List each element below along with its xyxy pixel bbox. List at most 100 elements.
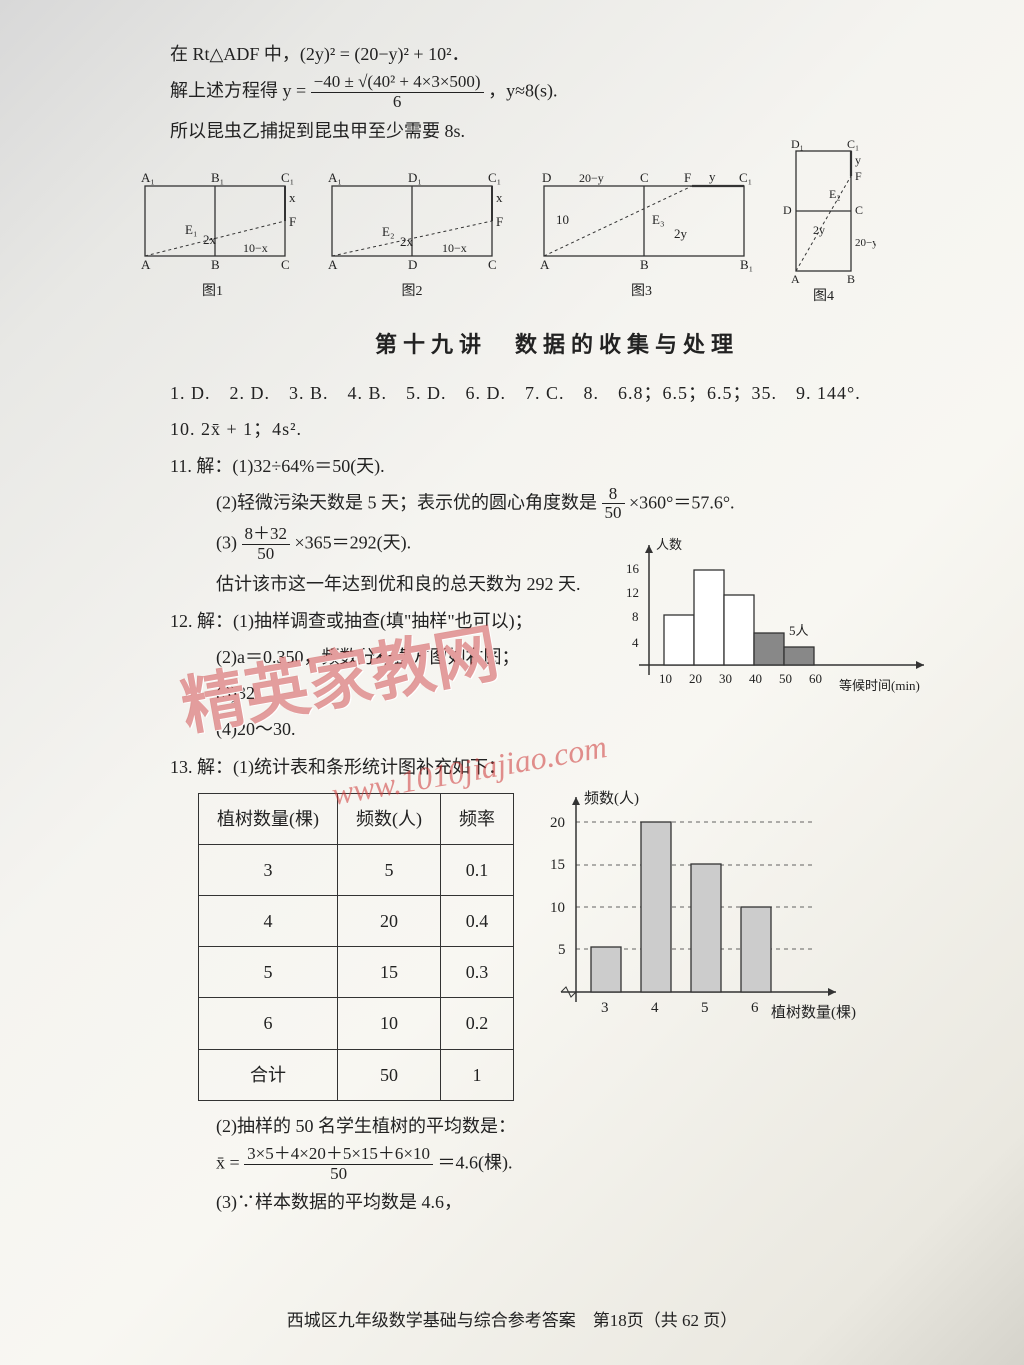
svg-text:x: x (289, 190, 296, 205)
svg-text:10−x: 10−x (243, 241, 268, 255)
figure-4: D₁ C₁ y F D E₂ C 2y 20−y A B 图4 (771, 136, 876, 311)
svg-text:C: C (640, 170, 649, 185)
svg-text:E₁: E₁ (185, 222, 197, 237)
figures-row: A₁ B₁ C₁ x F E₁ 2x 10−x A B C 图1 A₁ (125, 166, 944, 311)
numerator: 8 (602, 485, 625, 505)
histogram-2: 频数(人) 植树数量(棵) 20 15 10 5 3 4 5 6 (536, 787, 866, 1037)
td: 1 (441, 1049, 514, 1100)
td: 5 (338, 844, 441, 895)
fig2-svg: A₁ D₁ C₁ x F E₂ 2x 10−x A D C (312, 166, 512, 281)
svg-text:6: 6 (751, 1000, 759, 1016)
svg-text:A₁: A₁ (328, 170, 342, 185)
svg-text:y: y (709, 169, 716, 184)
text: ，y≈8(s). (488, 81, 557, 101)
svg-text:3: 3 (601, 1000, 609, 1016)
svg-text:人数: 人数 (656, 537, 682, 552)
svg-text:A: A (328, 257, 338, 272)
fig-label: 图1 (202, 279, 223, 306)
svg-text:频数(人): 频数(人) (584, 790, 639, 807)
text-line: 解上述方程得 y = −40 ± √(40² + 4×3×500) 6 ，y≈8… (170, 73, 944, 111)
numerator: 8＋32 (242, 525, 291, 545)
svg-text:F: F (855, 169, 862, 183)
denominator: 6 (311, 93, 484, 112)
svg-text:C₁: C₁ (847, 137, 859, 151)
fig3-svg: D 20−y C F y C₁ 10 E₃ 2y A B B₁ (524, 166, 759, 281)
svg-text:C₁: C₁ (281, 170, 294, 185)
svg-text:D: D (542, 170, 551, 185)
svg-text:20−y: 20−y (855, 237, 876, 249)
td: 0.4 (441, 895, 514, 946)
svg-text:40: 40 (749, 671, 762, 686)
histogram-1: 人数 等候时间(min) 16 12 8 5人 4 10 20 30 40 50… (614, 535, 944, 705)
svg-text:A: A (540, 257, 550, 272)
fig-label: 图4 (813, 284, 834, 311)
denominator: 50 (244, 1165, 433, 1184)
text: ×360°＝57.6°. (629, 492, 735, 512)
text: (3) (216, 532, 237, 552)
figure-2: A₁ D₁ C₁ x F E₂ 2x 10−x A D C 图2 (312, 166, 512, 311)
svg-text:D₁: D₁ (408, 170, 422, 185)
svg-text:10: 10 (556, 212, 569, 227)
q11-4: 估计该市这一年达到优和良的总天数为 292 天. (216, 567, 592, 601)
svg-text:B: B (640, 257, 649, 272)
text-line: 在 Rt△ADF 中，(2y)² = (20−y)² + 10²． (170, 37, 944, 71)
svg-text:E₂: E₂ (382, 224, 394, 239)
svg-text:4: 4 (651, 1000, 659, 1016)
q13-mean: x̄ = 3×5＋4×20＋5×15＋6×10 50 ＝4.6(棵). (216, 1145, 944, 1183)
q13-3: (3)∵样本数据的平均数是 4.6， (216, 1185, 944, 1219)
svg-text:30: 30 (719, 671, 732, 686)
th: 频数(人) (338, 793, 441, 844)
text: ＝4.6(棵). (438, 1152, 513, 1172)
fig4-svg: D₁ C₁ y F D E₂ C 2y 20−y A B (771, 136, 876, 286)
svg-text:D: D (783, 203, 792, 217)
svg-text:20: 20 (550, 815, 565, 831)
q11-2: (2)轻微污染天数是 5 天；表示优的圆心角度数是 8 50 ×360°＝57.… (216, 485, 944, 523)
fraction: 8＋32 50 (242, 525, 291, 563)
q12-3: (3)32； (216, 676, 592, 710)
td: 20 (338, 895, 441, 946)
svg-text:C: C (281, 257, 290, 272)
th: 频率 (441, 793, 514, 844)
q11-1: 11. 解：(1)32÷64%＝50(天). (170, 449, 944, 483)
svg-text:E₂: E₂ (829, 187, 841, 201)
numerator: −40 ± √(40² + 4×3×500) (311, 73, 484, 93)
td: 15 (338, 947, 441, 998)
fig-label: 图2 (402, 279, 423, 306)
svg-text:A: A (141, 257, 151, 272)
td: 0.3 (441, 947, 514, 998)
page-footer: 西城区九年级数学基础与综合参考答案 第18页（共 62 页） (0, 1305, 1024, 1337)
svg-text:C₁: C₁ (739, 170, 752, 185)
td: 合计 (199, 1049, 338, 1100)
svg-text:B₁: B₁ (211, 170, 224, 185)
q12-1: 12. 解：(1)抽样调查或抽查(填"抽样"也可以)； (170, 604, 592, 638)
svg-text:植树数量(棵): 植树数量(棵) (771, 1004, 856, 1021)
svg-text:20: 20 (689, 671, 702, 686)
text: (2)轻微污染天数是 5 天；表示优的圆心角度数是 (216, 492, 597, 512)
svg-text:2x: 2x (400, 234, 414, 249)
svg-text:60: 60 (809, 671, 822, 686)
svg-text:F: F (289, 214, 296, 229)
figure-1: A₁ B₁ C₁ x F E₁ 2x 10−x A B C 图1 (125, 166, 300, 311)
svg-text:F: F (684, 170, 691, 185)
svg-text:E₃: E₃ (652, 212, 664, 227)
svg-text:x: x (496, 190, 503, 205)
svg-text:B: B (847, 272, 855, 286)
text: x̄ = (216, 1152, 240, 1172)
q13-1: 13. 解：(1)统计表和条形统计图补充如下： (170, 750, 944, 784)
answers-line-2: 10. 2x̄ + 1；4s². (170, 412, 944, 446)
svg-text:5人: 5人 (789, 623, 809, 638)
q12-row: 估计该市这一年达到优和良的总天数为 292 天. 12. 解：(1)抽样调查或抽… (170, 565, 944, 748)
denominator: 50 (602, 504, 625, 523)
svg-text:10: 10 (550, 900, 565, 916)
svg-text:B: B (211, 257, 220, 272)
td: 4 (199, 895, 338, 946)
svg-text:2y: 2y (674, 226, 688, 241)
frequency-table: 植树数量(棵) 频数(人) 频率 350.14200.45150.36100.2… (198, 793, 514, 1101)
svg-text:y: y (855, 153, 861, 167)
q12-4: (4)20～30. (216, 712, 592, 746)
q12-2: (2)a＝0.350，频数分布直方图如右图； (216, 640, 592, 674)
svg-text:5: 5 (558, 942, 566, 958)
fig-label: 图3 (631, 279, 652, 306)
text: 解上述方程得 y = (170, 81, 306, 101)
answers-line-1: 1. D. 2. D. 3. B. 4. B. 5. D. 6. D. 7. C… (170, 376, 944, 410)
